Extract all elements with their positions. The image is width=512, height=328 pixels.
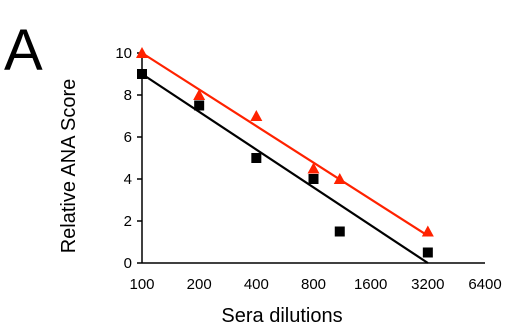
x-tick-label: 100 <box>129 276 154 293</box>
x-tick-label: 3200 <box>411 276 444 293</box>
triangle-marker <box>136 47 148 58</box>
x-tick-label: 200 <box>187 276 212 293</box>
fit-line-square <box>141 73 429 264</box>
triangle-marker <box>193 89 206 100</box>
x-tick-label: 6400 <box>468 276 501 293</box>
y-tick-label: 10 <box>115 45 132 62</box>
panel-label: A <box>4 18 43 83</box>
data-markers <box>136 47 434 258</box>
square-marker <box>137 69 147 79</box>
triangle-marker <box>333 173 346 184</box>
square-marker <box>422 247 433 258</box>
x-tick-labels: 100 200 400 800 1600 3200 6400 <box>129 276 501 293</box>
x-tick-label: 400 <box>244 276 269 293</box>
fit-lines <box>141 52 429 264</box>
triangle-marker <box>250 110 263 121</box>
x-tick-label: 1600 <box>354 276 387 293</box>
y-tick-label: 6 <box>124 129 132 146</box>
x-axis-title: Sera dilutions <box>221 305 342 327</box>
square-marker <box>308 174 319 184</box>
y-tick-label: 2 <box>124 213 132 230</box>
y-tick-labels: 0 2 4 6 8 10 <box>115 45 132 272</box>
y-axis-title: Relative ANA Score <box>58 79 80 254</box>
square-marker <box>194 100 205 111</box>
square-marker <box>334 226 345 237</box>
y-tick-label: 8 <box>124 87 132 104</box>
y-tick-label: 0 <box>124 255 132 272</box>
triangle-marker <box>421 225 434 237</box>
x-tick-label: 800 <box>301 276 326 293</box>
square-marker <box>251 153 262 163</box>
fit-line-triangle <box>141 52 429 237</box>
y-tick-label: 4 <box>124 171 132 188</box>
triangle-marker <box>307 162 320 174</box>
axes <box>137 52 485 264</box>
